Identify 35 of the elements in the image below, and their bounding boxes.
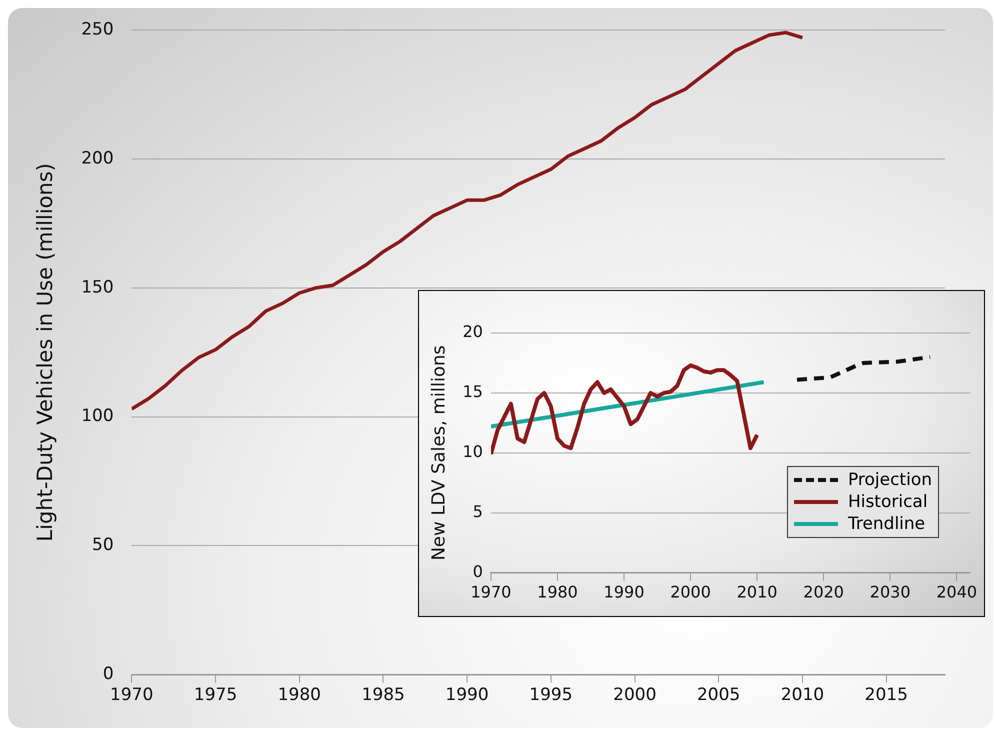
y-tick-label: 0	[472, 562, 483, 581]
y-tick-label: 200	[81, 148, 114, 168]
x-tick-label: 2020	[803, 582, 844, 602]
x-tick-label: 2030	[870, 582, 911, 602]
x-tick-label: 1970	[470, 582, 512, 602]
x-tick-label: 1995	[529, 685, 573, 706]
legend-label: Trendline	[848, 513, 926, 535]
x-tick-label: 2010	[780, 685, 824, 706]
y-axis-title: New LDV Sales, millions	[428, 345, 450, 561]
legend-label: Historical	[848, 491, 928, 513]
x-tick-label: 1985	[362, 685, 405, 706]
x-tick-label: 2000	[670, 582, 711, 602]
y-tick-label: 10	[462, 442, 483, 462]
x-tick-label: 2000	[613, 685, 656, 706]
x-tick-label: 1980	[537, 582, 578, 602]
y-tick-label: 20	[462, 322, 483, 342]
y-axis-title: Light-Duty Vehicles in Use (millions)	[33, 163, 58, 542]
y-tick-label: 150	[81, 277, 114, 298]
line-series	[795, 354, 932, 382]
x-tick-label: 2005	[696, 685, 740, 706]
y-tick-label: 0	[102, 664, 114, 684]
x-tick-label: 1970	[110, 685, 154, 706]
y-tick-label: 250	[81, 19, 114, 40]
y-tick-label: 50	[92, 535, 114, 556]
x-tick-label: 1990	[445, 685, 489, 706]
y-tick-label: 15	[462, 382, 483, 402]
y-tick-label: 100	[81, 406, 114, 426]
x-tick-label: 2040	[936, 582, 978, 602]
legend-label: Projection	[848, 469, 932, 491]
y-tick-label: 5	[472, 502, 483, 522]
x-tick-label: 1980	[278, 685, 321, 706]
x-tick-label: 1990	[604, 582, 644, 602]
x-tick-label: 1975	[194, 685, 238, 706]
x-tick-label: 2015	[864, 685, 908, 706]
x-tick-label: 2010	[736, 582, 778, 602]
